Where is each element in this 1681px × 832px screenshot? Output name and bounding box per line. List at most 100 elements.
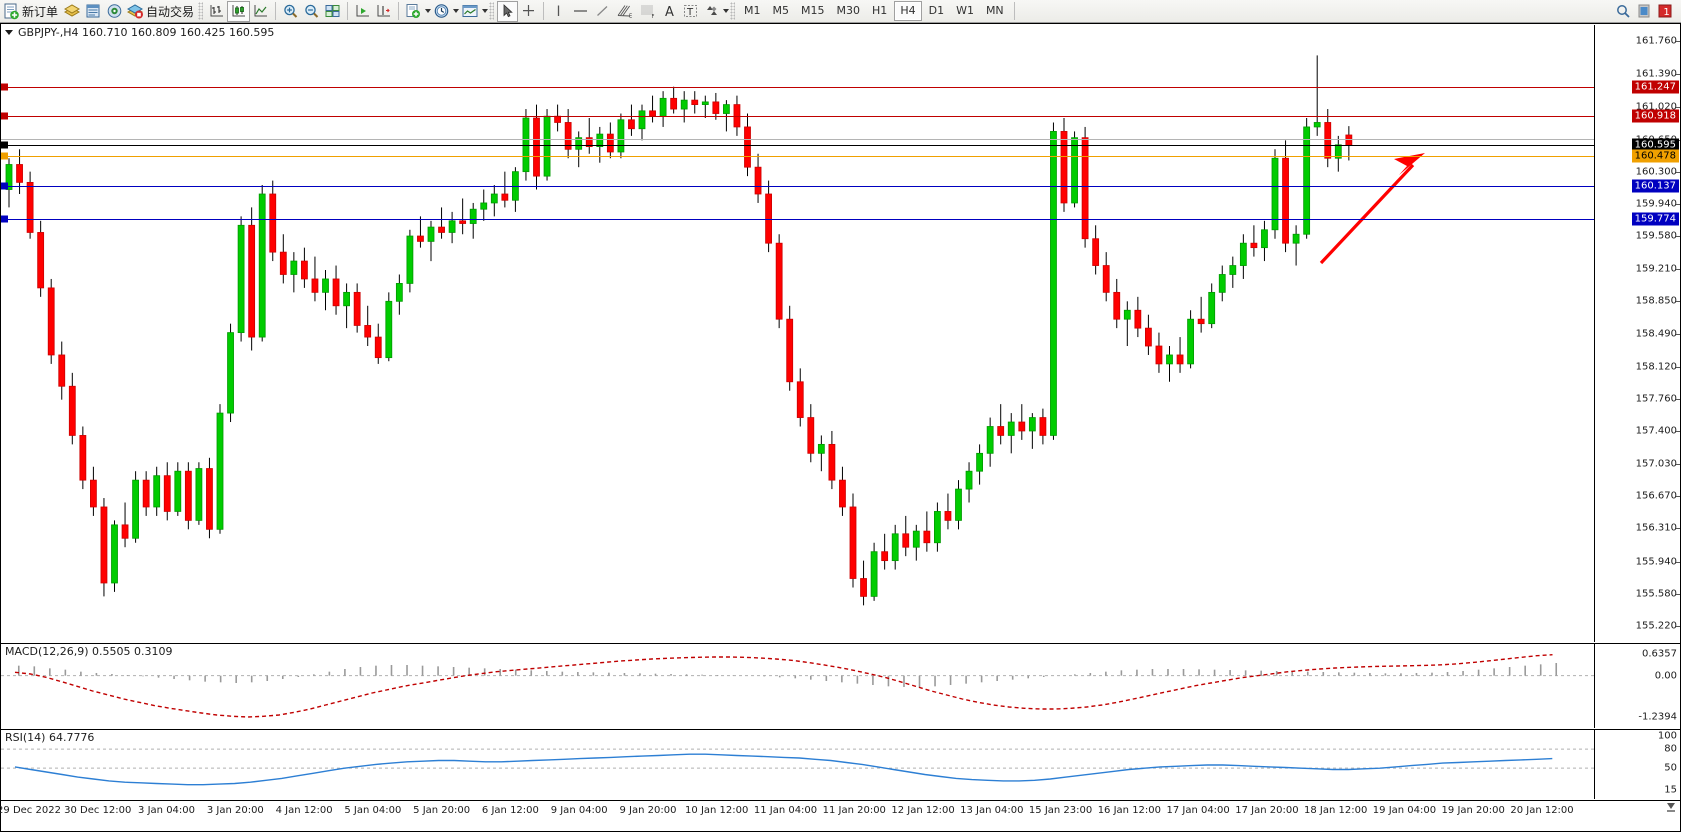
- price-axis-tick-label: 157.760: [1635, 393, 1677, 405]
- timeframe-button-m30[interactable]: M30: [836, 4, 861, 17]
- timeframe-button-h4[interactable]: H4: [894, 1, 922, 21]
- price-level-handle[interactable]: [1, 141, 8, 149]
- price-level-line-gray[interactable]: [1, 139, 1594, 141]
- price-axis-tick: [1676, 464, 1680, 466]
- shift-end-icon: [356, 5, 370, 17]
- candlestick-chart-button[interactable]: [227, 0, 251, 22]
- notification-button[interactable]: 1: [1654, 1, 1675, 22]
- timeframe-button-m15[interactable]: M15: [801, 4, 825, 17]
- macd-plot-area[interactable]: [1, 644, 1594, 728]
- rsi-pane[interactable]: RSI(14) 64.7776 100 80 50 15: [1, 729, 1680, 799]
- chart-window[interactable]: GBPJPY-,H4 160.710 160.809 160.425 160.5…: [0, 23, 1681, 832]
- toolbar-grip-3[interactable]: [730, 2, 736, 20]
- time-axis-tick-label: 13 Jan 04:00: [960, 805, 1024, 816]
- timeframe-button-m1[interactable]: M1: [744, 4, 761, 17]
- crosshair-button[interactable]: [518, 1, 539, 22]
- price-axis-tick-label: 156.310: [1635, 522, 1677, 534]
- chart-collapse-icon[interactable]: [5, 29, 13, 35]
- toolbar-separator-2: [347, 2, 349, 20]
- timeframe-button-h1[interactable]: H1: [872, 4, 888, 17]
- timeframes-button[interactable]: [431, 1, 452, 22]
- timeframe-button-w1[interactable]: W1: [956, 4, 974, 17]
- price-axis-tick-label: 159.940: [1635, 198, 1677, 210]
- shapes-button[interactable]: [701, 1, 722, 22]
- equidistant-channel-button[interactable]: E: [613, 1, 636, 22]
- new-order-button[interactable]: 新订单: [2, 1, 61, 22]
- price-level-line-resistance[interactable]: [1, 116, 1594, 118]
- vertical-line-button[interactable]: [548, 1, 569, 22]
- navigator-button[interactable]: [104, 1, 125, 22]
- toolbar-grip-2[interactable]: [489, 2, 495, 20]
- shift-end-button[interactable]: [352, 1, 373, 22]
- price-axis-tick-label: 156.670: [1635, 490, 1677, 502]
- timeframe-button-mn[interactable]: MN: [985, 4, 1004, 17]
- price-level-line-resistance[interactable]: [1, 86, 1594, 88]
- bar-chart-button[interactable]: [206, 1, 227, 22]
- rsi-label: RSI(14) 64.7776: [5, 731, 95, 744]
- price-level-handle[interactable]: [1, 215, 8, 223]
- data-window-button[interactable]: [83, 1, 104, 22]
- toolbar-grip[interactable]: [198, 2, 204, 20]
- help-button[interactable]: [1633, 1, 1654, 22]
- price-plot-area[interactable]: [1, 25, 1594, 642]
- shapes-icon: [707, 6, 718, 15]
- tile-windows-icon: [325, 5, 340, 17]
- price-level-line-pivot[interactable]: [1, 155, 1594, 157]
- price-tag-support: 160.137: [1631, 179, 1679, 193]
- price-axis-tick: [1676, 171, 1680, 173]
- scroll-caret-icon[interactable]: [1665, 801, 1677, 820]
- price-tag-last-price: 160.595: [1631, 138, 1679, 152]
- price-pane[interactable]: 161.760161.390161.020160.650160.300159.9…: [1, 25, 1680, 642]
- price-level-line-support[interactable]: [1, 186, 1594, 188]
- price-axis-tick-label: 159.580: [1635, 230, 1677, 242]
- macd-pane[interactable]: MACD(12,26,9) 0.5505 0.3109 0.6357 0.00 -1…: [1, 643, 1680, 728]
- time-axis-tick-label: 11 Jan 20:00: [822, 805, 886, 816]
- timeframes-dropdown-arrow[interactable]: [452, 1, 459, 22]
- timeframe-button-m5[interactable]: M5: [772, 4, 790, 17]
- price-axis-tick: [1676, 430, 1680, 432]
- tile-windows-button[interactable]: [322, 1, 343, 22]
- rsi-plot-area[interactable]: [1, 730, 1594, 799]
- layers-button[interactable]: [61, 1, 83, 22]
- navigator-icon: [107, 4, 122, 18]
- price-level-handle[interactable]: [1, 182, 8, 190]
- svg-text:1: 1: [1663, 7, 1669, 18]
- shapes-dropdown-arrow[interactable]: [722, 1, 729, 22]
- price-axis-tick: [1676, 593, 1680, 595]
- search-button[interactable]: [1612, 1, 1633, 22]
- time-axis-tick-label: 17 Jan 04:00: [1166, 805, 1230, 816]
- text-button[interactable]: A: [659, 1, 680, 22]
- macd-axis-tick-label: 0.6357: [1642, 648, 1677, 660]
- indicators-button[interactable]: [403, 1, 424, 22]
- price-level-handle[interactable]: [1, 112, 8, 120]
- horizontal-line-button[interactable]: [569, 1, 592, 22]
- fibonacci-button[interactable]: F: [636, 1, 659, 22]
- price-level-handle[interactable]: [1, 152, 8, 160]
- auto-trading-button[interactable]: 自动交易: [125, 1, 197, 22]
- chart-title-text: GBPJPY-,H4 160.710 160.809 160.425 160.5…: [18, 25, 275, 39]
- macd-y-axis: 0.6357 0.00 -1.2394: [1594, 644, 1680, 728]
- templates-button[interactable]: [459, 1, 481, 22]
- time-axis[interactable]: 29 Dec 2022 30 Dec 12:00 3 Jan 04:00 3 Jan …: [0, 800, 1680, 822]
- templates-dropdown-arrow[interactable]: [481, 1, 488, 22]
- svg-text:T: T: [686, 7, 694, 18]
- indicators-dropdown-arrow[interactable]: [424, 1, 431, 22]
- zoom-in-button[interactable]: [280, 1, 301, 22]
- time-axis-tick-label: 30 Dec 12:00: [64, 805, 132, 816]
- zoom-out-button[interactable]: [301, 1, 322, 22]
- price-y-axis[interactable]: 161.760161.390161.020160.650160.300159.9…: [1594, 25, 1680, 642]
- time-axis-tick-label: 5 Jan 04:00: [344, 805, 402, 816]
- price-axis-tick: [1676, 41, 1680, 43]
- time-axis-tick-label: 3 Jan 20:00: [206, 805, 264, 816]
- auto-scroll-button[interactable]: [373, 1, 394, 22]
- timeframe-button-d1[interactable]: D1: [928, 4, 945, 17]
- price-level-handle[interactable]: [1, 83, 8, 91]
- search-icon: [1616, 5, 1630, 18]
- fibonacci-icon: F: [641, 5, 655, 19]
- line-chart-button[interactable]: [250, 1, 271, 22]
- price-level-line-last-price[interactable]: [1, 145, 1594, 147]
- cursor-button[interactable]: [497, 0, 519, 22]
- price-level-line-support[interactable]: [1, 218, 1594, 220]
- text-label-button[interactable]: T: [680, 1, 701, 22]
- trendline-button[interactable]: [592, 1, 613, 22]
